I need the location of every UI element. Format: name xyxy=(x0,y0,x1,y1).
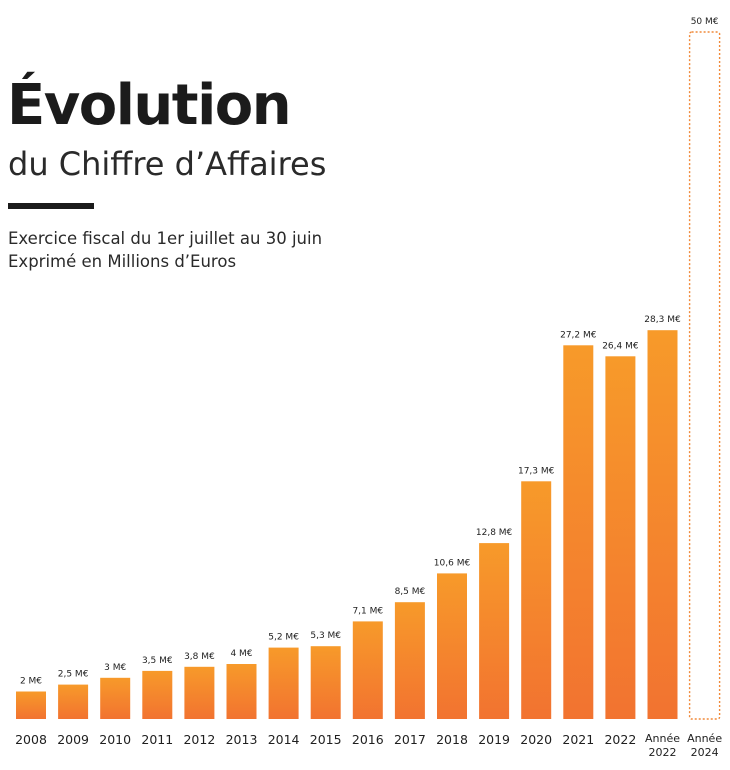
value-label: 3,5 M€ xyxy=(142,656,173,666)
bar xyxy=(58,684,89,719)
x-tick-label: 2009 xyxy=(57,732,89,747)
bar xyxy=(521,481,552,719)
value-label: 2 M€ xyxy=(20,677,42,687)
x-tick-label: 2012 xyxy=(183,732,215,747)
x-axis-labels: 2008 2009 2010 2011 2012 2013 2014 2015 2016 2017… xyxy=(15,732,722,759)
x-tick-label: 2013 xyxy=(226,732,258,747)
bar-target xyxy=(688,31,721,720)
x-tick-label: 2017 xyxy=(394,732,426,747)
x-tick-label: 2016 xyxy=(352,732,384,747)
bar xyxy=(268,647,299,719)
bar xyxy=(310,646,341,719)
value-label: 10,6 M€ xyxy=(434,558,471,568)
value-label: 27,2 M€ xyxy=(560,330,597,340)
x-tick-label: 2024 xyxy=(691,746,719,759)
value-label: 3,8 M€ xyxy=(184,652,215,662)
x-tick-label: 2022 xyxy=(604,732,636,747)
x-tick-label: 2019 xyxy=(478,732,510,747)
bar xyxy=(142,670,173,719)
x-tick-label: 2021 xyxy=(562,732,594,747)
value-label: 7,1 M€ xyxy=(352,606,383,616)
bar xyxy=(394,602,425,719)
value-label: 5,2 M€ xyxy=(268,633,299,643)
bar xyxy=(184,666,215,719)
x-tick-label: Année xyxy=(687,732,722,745)
value-label: 26,4 M€ xyxy=(602,341,639,351)
x-tick-label: 2014 xyxy=(268,732,300,747)
bar xyxy=(437,573,467,719)
bars-group xyxy=(16,31,721,720)
value-label: 12,8 M€ xyxy=(476,528,513,538)
chart-title: Évolution xyxy=(7,73,292,138)
x-tick-label: 2018 xyxy=(436,732,468,747)
value-label: 2,5 M€ xyxy=(58,670,89,680)
x-tick-label: Année xyxy=(645,732,680,745)
x-tick-label: 2020 xyxy=(520,732,552,747)
value-label: 50 M€ xyxy=(691,17,719,27)
fiscal-year-note: Exercice fiscal du 1er juillet au 30 jui… xyxy=(8,229,323,248)
bar xyxy=(605,356,636,719)
value-label: 17,3 M€ xyxy=(518,466,555,476)
value-label: 28,3 M€ xyxy=(644,315,681,325)
bar xyxy=(352,621,383,719)
x-tick-label: 2011 xyxy=(141,732,173,747)
bar xyxy=(563,345,594,719)
unit-note: Exprimé en Millions d’Euros xyxy=(8,252,237,271)
bar xyxy=(479,543,510,719)
value-label: 4 M€ xyxy=(230,649,252,659)
x-tick-label: 2015 xyxy=(310,732,342,747)
x-tick-label: 2010 xyxy=(99,732,131,747)
value-labels-group: 2 M€ 2,5 M€ 3 M€ 3,5 M€ 3,8 M€ 4 M€ 5,2 M€ 5,3 … xyxy=(20,17,719,687)
bar xyxy=(16,691,46,719)
x-tick-label: 2008 xyxy=(15,732,47,747)
value-label: 5,3 M€ xyxy=(310,631,341,641)
x-tick-label: 2022 xyxy=(649,746,677,759)
bar xyxy=(226,664,257,719)
chart-subtitle: du Chiffre d’Affaires xyxy=(8,145,327,183)
value-label: 3 M€ xyxy=(104,663,126,673)
value-label: 8,5 M€ xyxy=(395,587,426,597)
bar xyxy=(100,677,131,719)
title-underline xyxy=(8,203,94,209)
bar xyxy=(647,330,678,719)
